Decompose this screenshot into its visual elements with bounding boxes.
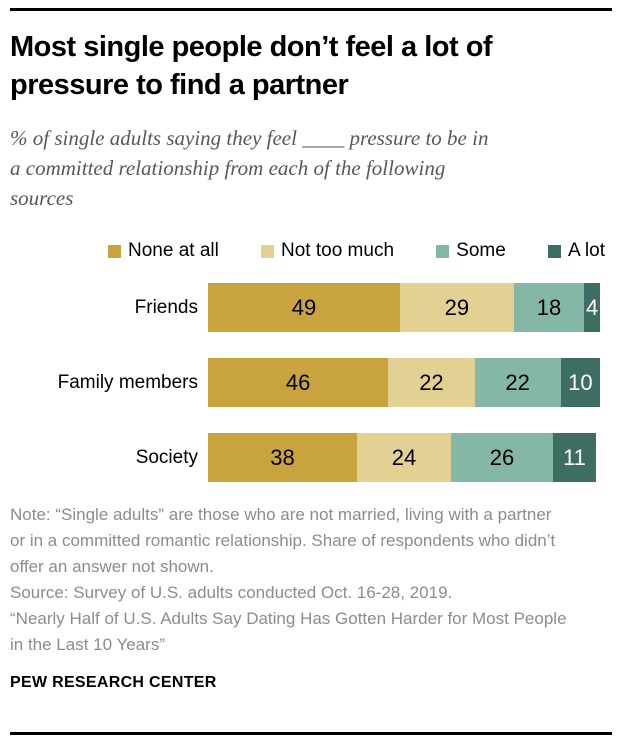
bar-segment-none-at-all: 38 — [208, 433, 357, 483]
bar-segment-not-too-much: 22 — [388, 358, 475, 408]
legend-swatch-some — [436, 244, 450, 258]
bar-segment-not-too-much: 29 — [400, 283, 514, 333]
notes: Note: “Single adults” are those who are … — [10, 502, 568, 658]
chart-row-family-members: Family members 46 22 22 10 — [10, 358, 612, 408]
page-title-line-1: Most single people don’t feel a lot of — [10, 31, 493, 63]
legend-swatch-none-at-all — [108, 244, 121, 258]
legend-item-a-lot: A lot — [548, 240, 605, 262]
bar-segment-some: 22 — [474, 358, 561, 408]
bar-segment-a-lot: 4 — [584, 283, 600, 333]
legend: None at all Not too much Some A lot — [108, 240, 605, 262]
stacked-bar: 46 22 22 10 — [208, 358, 600, 408]
legend-item-not-too-much: Not too much — [261, 240, 394, 262]
page-title-line-2: pressure to find a partner — [10, 69, 349, 101]
legend-swatch-not-too-much — [261, 244, 275, 258]
stacked-bar: 38 24 26 11 — [208, 433, 600, 483]
chart-row-society: Society 38 24 26 11 — [10, 433, 612, 483]
legend-label: A lot — [568, 240, 605, 262]
chart-subtitle-line-3: sources — [10, 186, 74, 211]
chart-row-friends: Friends 49 29 18 4 — [10, 283, 612, 333]
legend-label: None at all — [128, 240, 219, 262]
chart-rows: Friends 49 29 18 4 Family members 46 22 22 10 Soci… — [10, 283, 612, 483]
bar-segment-a-lot: 11 — [552, 433, 597, 483]
legend-swatch-a-lot — [548, 244, 561, 258]
bar-segment-not-too-much: 24 — [356, 433, 452, 483]
chart-subtitle: % of single adults saying they feel ____… — [10, 123, 612, 213]
source-text: Source: Survey of U.S. adults conducted … — [10, 583, 453, 603]
page-title: Most single people don’t feel a lot of p… — [10, 28, 612, 104]
bar-segment-a-lot: 10 — [560, 358, 600, 408]
stacked-bar: 49 29 18 4 — [208, 283, 600, 333]
legend-label: Not too much — [281, 240, 395, 262]
chart-subtitle-line-1: % of single adults saying they feel ____… — [10, 126, 489, 151]
brand-logo-text: PEW RESEARCH CENTER — [10, 674, 217, 692]
bar-segment-none-at-all: 46 — [208, 358, 389, 408]
report-title-text: “Nearly Half of U.S. Adults Say Dating H… — [10, 609, 567, 655]
chart-subtitle-line-2: a committed relationship from each of th… — [10, 156, 446, 181]
bar-segment-some: 18 — [513, 283, 585, 333]
top-rule — [10, 8, 612, 11]
bar-segment-none-at-all: 49 — [208, 283, 401, 333]
note-text: Note: “Single adults” are those who are … — [10, 505, 556, 577]
legend-item-some: Some — [436, 240, 506, 262]
category-label: Family members — [57, 371, 198, 393]
legend-label: Some — [456, 240, 506, 262]
category-label: Society — [135, 446, 198, 468]
bar-segment-some: 26 — [451, 433, 553, 483]
category-label: Friends — [134, 296, 198, 318]
legend-item-none-at-all: None at all — [108, 240, 219, 262]
